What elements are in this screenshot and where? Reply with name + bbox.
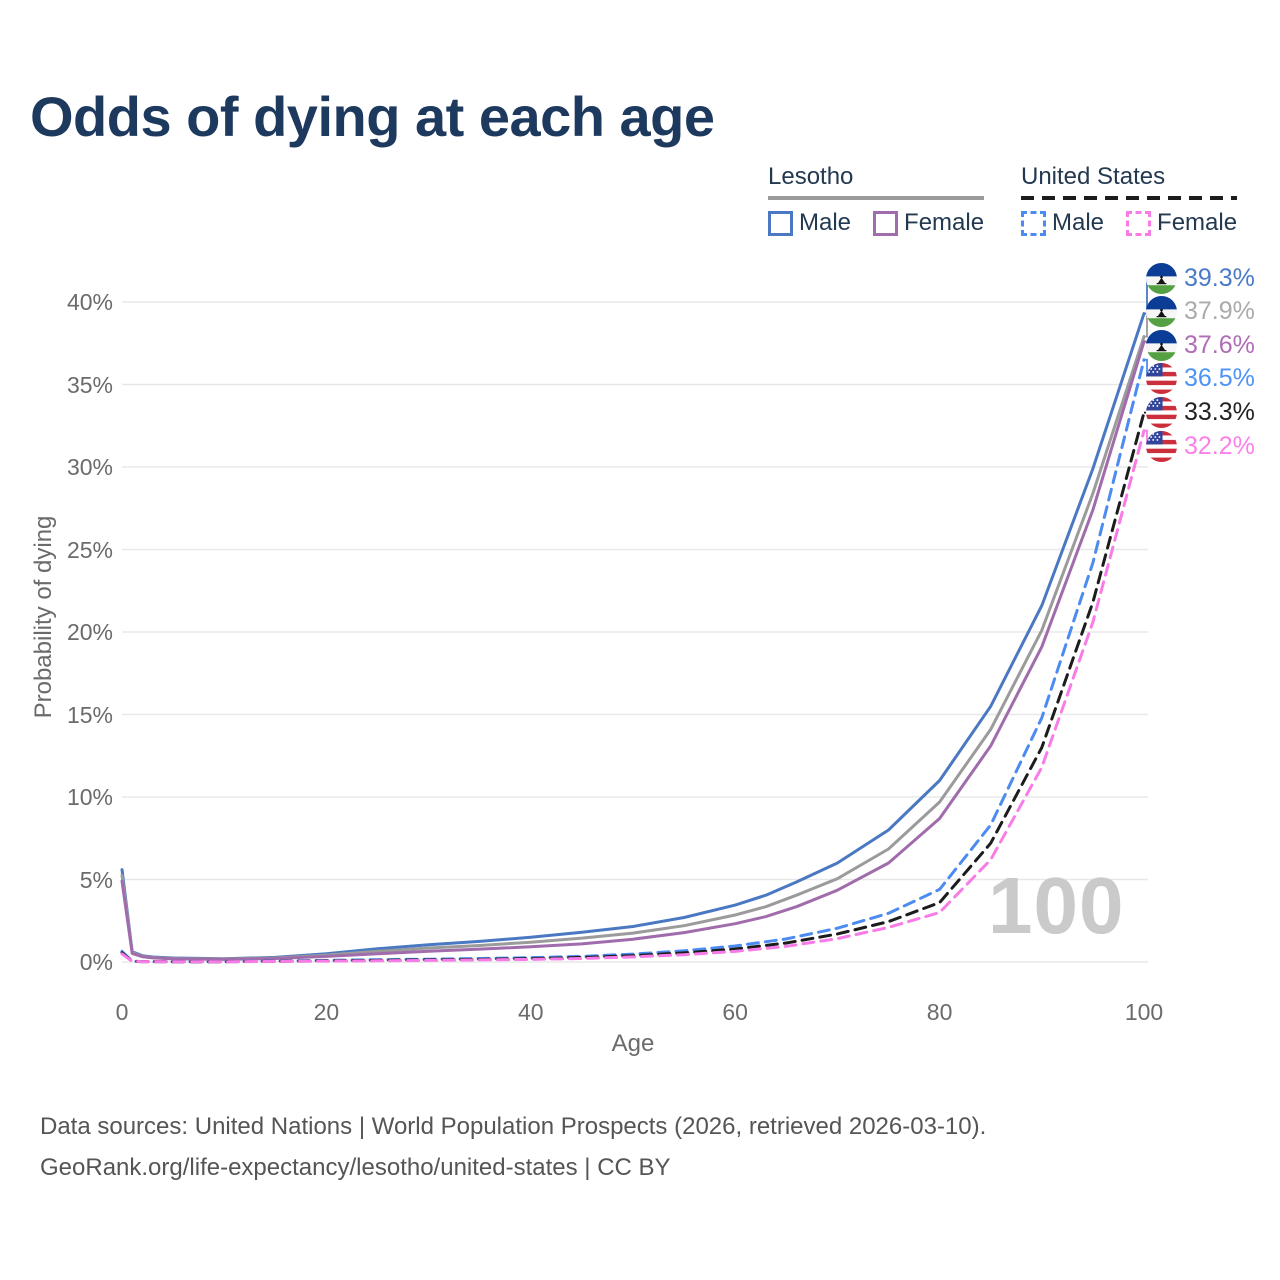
legend-header-lesotho-label: Lesotho (768, 163, 854, 190)
series-layer (120, 312, 1146, 964)
lesotho-male-swatch (768, 210, 793, 236)
end-label-us-both: 33.3% (1146, 396, 1255, 428)
y-tick-15: 15% (66, 701, 113, 728)
lesotho-female-swatch (873, 210, 899, 236)
legend-item-us-female-label: Female (1157, 209, 1238, 236)
legend-item-us-female[interactable]: Female (1126, 209, 1237, 237)
us-female-swatch (1126, 210, 1152, 236)
legend-header-united-states-label: United States (1021, 163, 1166, 190)
x-tick-60: 60 (722, 999, 748, 1025)
legend-item-us-male-label: Male (1052, 209, 1105, 236)
y-tick-10: 10% (66, 784, 113, 810)
y-tick-25: 25% (66, 536, 113, 563)
us-dashed-line-key (1021, 196, 1238, 200)
x-tick-40: 40 (518, 999, 544, 1025)
legend-item-lesotho-female[interactable]: Female (873, 209, 984, 237)
x-axis-title: Age (611, 1030, 655, 1057)
legend-item-us-male[interactable]: Male (1021, 209, 1104, 237)
legend-items-lesotho: Male Female (768, 209, 984, 237)
y-tick-30: 30% (66, 454, 113, 480)
end-value: 33.3% (1184, 397, 1255, 426)
y-tick-40: 40% (66, 289, 113, 315)
us-flag-icon (1146, 430, 1177, 462)
series-line-united-states-female (120, 429, 1146, 964)
legend-item-lesotho-male-label: Male (799, 209, 852, 236)
lesotho-flag-icon (1146, 329, 1177, 361)
y-tick-35: 35% (66, 371, 113, 398)
lesotho-solid-line-key (768, 196, 985, 200)
legend-group-lesotho: Lesotho Male Female (768, 163, 985, 237)
end-value: 32.2% (1184, 431, 1255, 460)
y-tick-20: 20% (66, 619, 113, 645)
x-tick-100: 100 (1124, 999, 1164, 1025)
legend-header-united-states[interactable]: United States (1021, 163, 1238, 200)
end-value: 37.9% (1184, 297, 1255, 326)
page-title: Odds of dying at each age (30, 85, 715, 148)
x-tick-0: 0 (115, 999, 129, 1025)
footer-attribution: GeoRank.org/life-expectancy/lesotho/unit… (40, 1154, 671, 1181)
us-flag-icon (1146, 396, 1177, 428)
end-label-lesotho-female: 37.6% (1146, 329, 1255, 361)
y-tick-0: 0% (79, 949, 113, 975)
footer-data-sources: Data sources: United Nations | World Pop… (40, 1113, 987, 1140)
legend-item-lesotho-female-label: Female (904, 209, 985, 236)
lesotho-flag-icon (1146, 262, 1177, 294)
series-line-united-states-male (120, 358, 1146, 964)
us-male-swatch (1021, 210, 1046, 236)
lesotho-flag-icon (1146, 296, 1177, 328)
end-label-us-male: 36.5% (1146, 363, 1255, 395)
legend-group-united-states: United States Male Female (1021, 163, 1238, 237)
age-watermark: 100 (988, 861, 1125, 950)
us-flag-icon (1146, 363, 1177, 395)
end-label-lesotho-male: 39.3% (1146, 262, 1255, 294)
footer: Data sources: United Nations | World Pop… (40, 1106, 986, 1188)
x-tick-20: 20 (313, 999, 340, 1025)
end-value: 36.5% (1184, 364, 1255, 393)
series-line-united-states-both (120, 411, 1146, 964)
legend-item-lesotho-male[interactable]: Male (768, 209, 851, 237)
legend-items-united-states: Male Female (1021, 209, 1237, 237)
end-label-us-female: 32.2% (1146, 430, 1255, 462)
legend-header-lesotho[interactable]: Lesotho (768, 163, 985, 200)
x-tick-80: 80 (926, 999, 953, 1025)
end-label-lesotho-both: 37.9% (1146, 296, 1255, 328)
end-value: 39.3% (1184, 263, 1255, 292)
end-value: 37.6% (1184, 330, 1255, 359)
y-axis-title: Probability of dying (30, 515, 57, 719)
series-line-lesotho-female (120, 340, 1146, 961)
y-tick-5: 5% (79, 866, 113, 893)
